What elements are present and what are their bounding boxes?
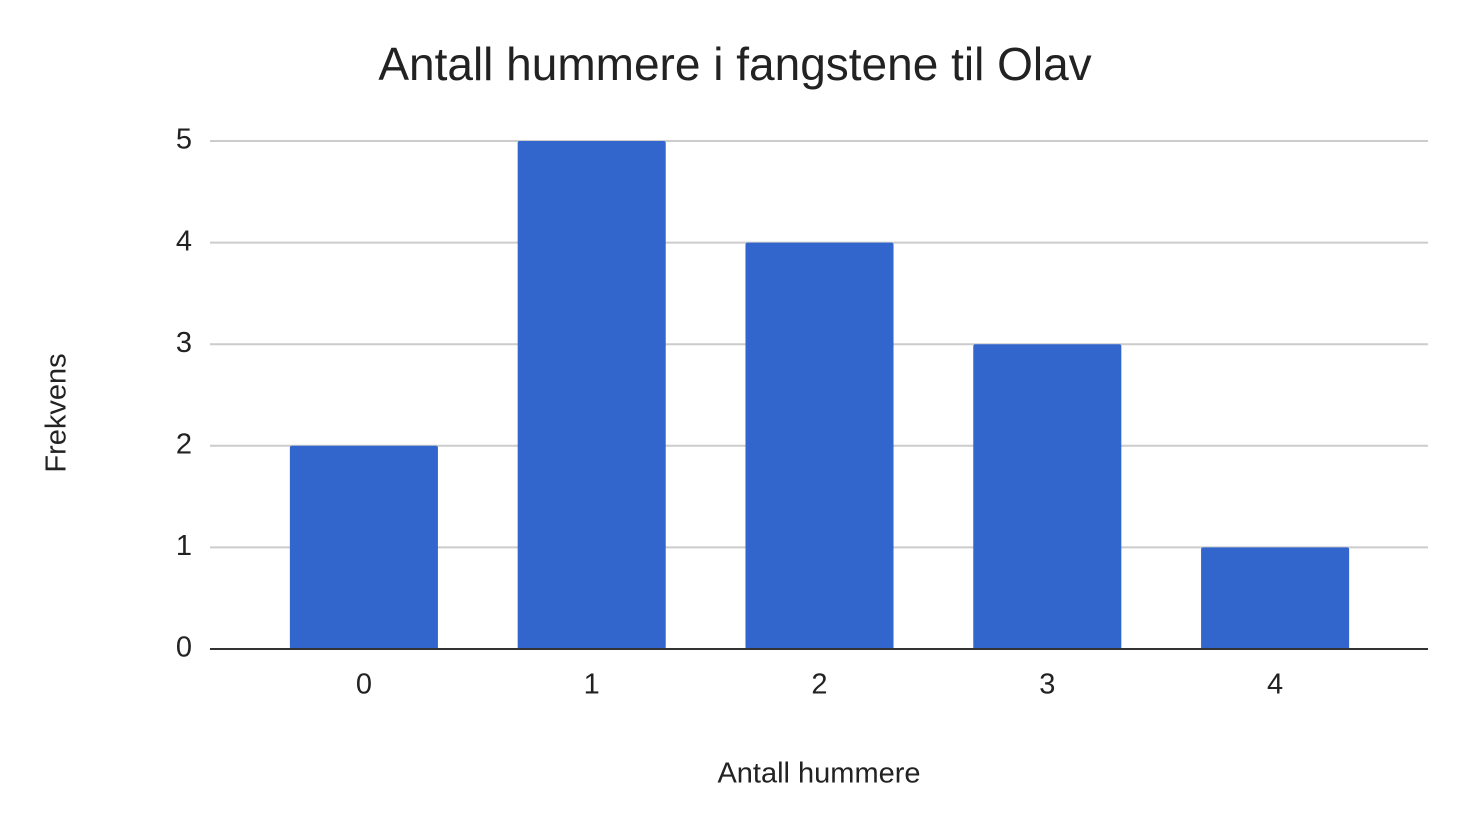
x-axis-label: Antall hummere <box>717 758 920 790</box>
chart-title: Antall hummere i fangstene til Olav <box>378 38 1091 90</box>
y-tick-label: 2 <box>176 428 192 460</box>
y-tick-label: 3 <box>176 327 192 359</box>
y-tick-label: 4 <box>176 225 192 257</box>
bar <box>289 445 438 649</box>
x-tick-label: 3 <box>1039 669 1055 701</box>
bar <box>745 242 894 649</box>
y-axis-label: Frekvens <box>41 353 73 472</box>
bar <box>973 344 1122 649</box>
bar <box>1201 547 1350 649</box>
x-tick-label: 4 <box>1267 669 1283 701</box>
x-tick-label: 0 <box>356 669 372 701</box>
y-tick-label: 0 <box>176 632 192 664</box>
x-tick-label: 2 <box>811 669 827 701</box>
y-tick-label: 1 <box>176 530 192 562</box>
y-tick-label: 5 <box>176 124 192 156</box>
x-tick-label: 1 <box>584 669 600 701</box>
bar <box>517 141 666 649</box>
